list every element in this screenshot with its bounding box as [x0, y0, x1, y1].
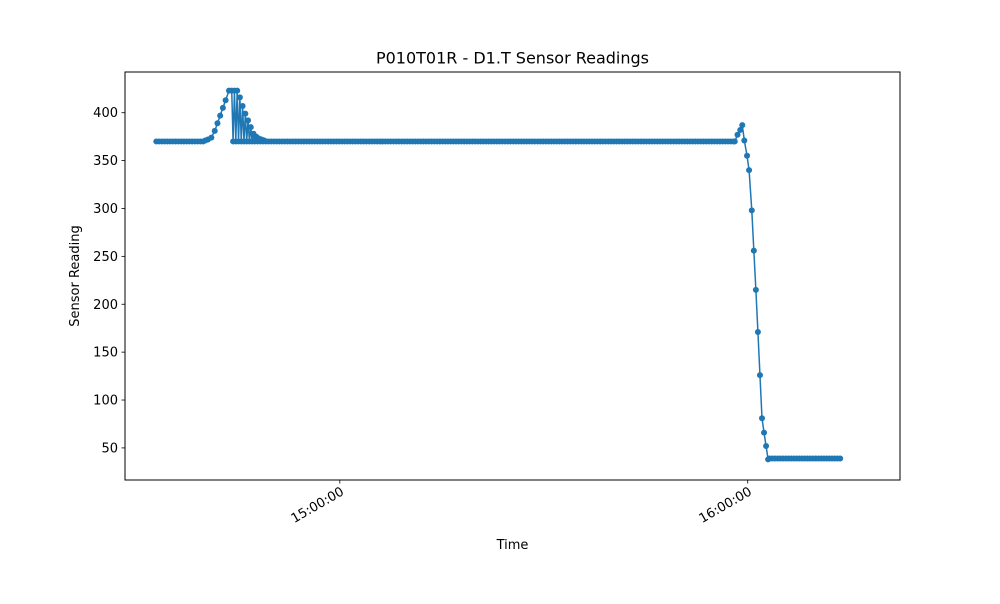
data-point: [217, 112, 224, 119]
y-axis-label: Sensor Reading: [68, 225, 83, 326]
data-point: [214, 120, 221, 127]
data-point: [744, 152, 751, 159]
data-point: [754, 329, 761, 336]
data-point: [752, 286, 759, 293]
y-axis: 50 100 150 200 250 300 350 400: [93, 106, 125, 456]
data-point: [734, 131, 741, 138]
y-tick-label: 400: [93, 106, 118, 121]
data-point: [746, 167, 753, 174]
data-point: [739, 122, 746, 129]
data-point: [234, 87, 241, 94]
plot-area: [124, 71, 901, 481]
data-point: [750, 247, 757, 254]
data-point: [763, 443, 770, 449]
chart-title: P010T01R - D1.T Sensor Readings: [376, 49, 649, 68]
data-point: [219, 104, 226, 111]
y-tick-label: 50: [101, 441, 118, 456]
data-point: [208, 134, 215, 141]
data-point: [756, 372, 763, 379]
y-tick-label: 250: [93, 250, 118, 265]
data-point: [759, 415, 765, 422]
y-tick-label: 150: [93, 346, 118, 361]
data-point: [837, 455, 844, 462]
data-point: [247, 124, 254, 131]
data-point: [239, 103, 246, 109]
plot-frame: [124, 71, 901, 481]
data-point: [242, 110, 249, 117]
data-point: [245, 117, 252, 124]
x-axis-label: Time: [496, 538, 529, 553]
data-point: [236, 94, 243, 101]
y-tick-label: 100: [93, 394, 118, 409]
y-tick-label: 200: [93, 298, 118, 313]
data-point: [748, 207, 755, 214]
y-tick-label: 300: [93, 202, 118, 217]
data-point: [737, 126, 744, 133]
data-point: [741, 137, 748, 144]
data-point: [731, 138, 738, 145]
data-point: [761, 429, 768, 436]
series-group: [153, 87, 844, 463]
data-point: [211, 127, 218, 134]
data-point: [222, 97, 229, 104]
y-tick-label: 350: [93, 154, 118, 169]
